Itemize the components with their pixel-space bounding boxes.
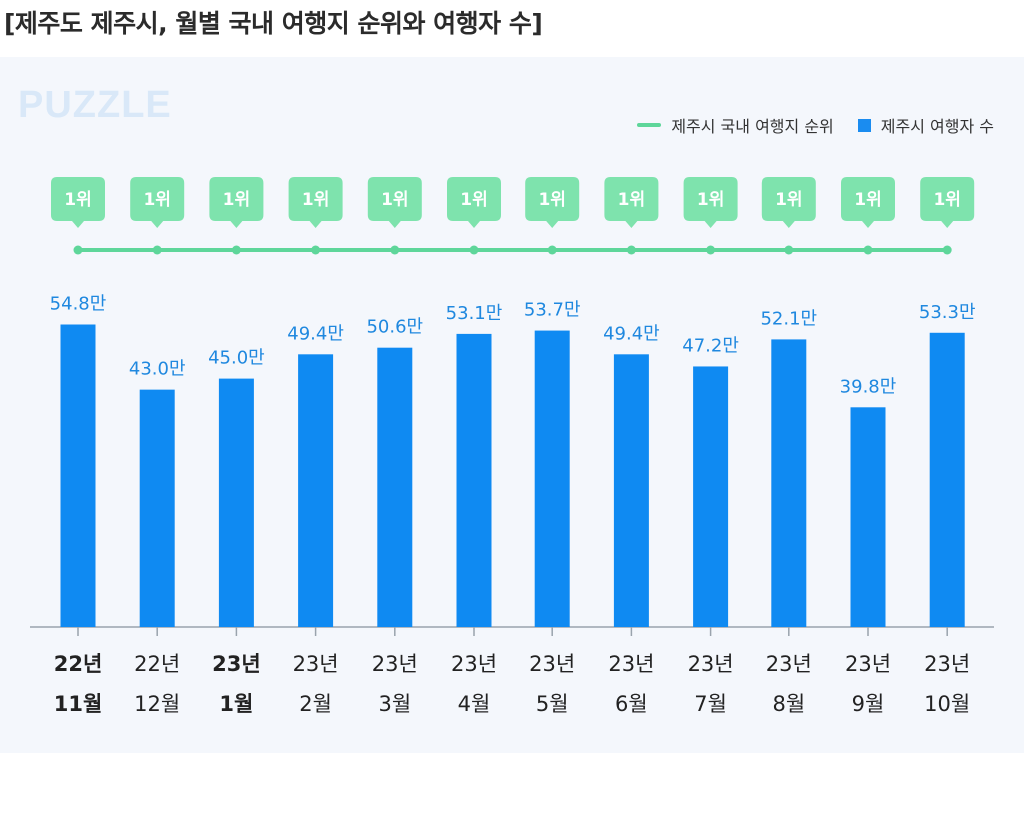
bar-value-label-9: 47.2만 xyxy=(682,335,739,356)
rank-point-9 xyxy=(706,245,716,255)
bar-value-label-8: 49.4만 xyxy=(603,323,660,344)
rank-badge-8 xyxy=(604,177,659,228)
rank-badge-label-7: 1위 xyxy=(538,190,565,210)
bar-value-label-6: 53.1만 xyxy=(446,303,503,324)
x-tick-label-year-10: 23년 xyxy=(766,652,812,676)
bar-value-label-7: 53.7만 xyxy=(524,300,581,321)
watermark-logo: PUZZLE xyxy=(18,84,172,126)
bar-10 xyxy=(771,339,807,627)
x-tick-label-month-7: 5월 xyxy=(536,692,569,716)
rank-badge-12 xyxy=(920,177,975,228)
rank-badge-label-5: 1위 xyxy=(381,190,408,210)
x-tick-label-month-9: 7월 xyxy=(694,692,727,716)
rank-badge-3 xyxy=(209,177,264,228)
bar-value-label-12: 53.3만 xyxy=(919,302,976,323)
bar-4 xyxy=(298,354,334,627)
bar-12 xyxy=(929,332,965,627)
bar-value-label-3: 45.0만 xyxy=(208,348,265,369)
rank-badge-11 xyxy=(841,177,895,228)
legend-item-rank: 제주시 국내 여행지 순위 xyxy=(637,113,834,137)
bar-value-label-2: 43.0만 xyxy=(129,359,186,380)
bar-1 xyxy=(60,324,96,627)
bar-value-label-11: 39.8만 xyxy=(840,376,897,397)
x-tick-label-year-1: 22년 xyxy=(54,652,103,676)
rank-badge-10 xyxy=(761,177,816,228)
rank-badge-label-1: 1위 xyxy=(64,190,91,210)
chart-legend: 제주시 국내 여행지 순위 제주시 여행자 수 xyxy=(613,113,994,137)
x-tick-label-month-3: 1월 xyxy=(219,692,253,716)
rank-badge-4 xyxy=(288,177,343,228)
x-tick-label-month-12: 10월 xyxy=(924,692,970,716)
rank-point-7 xyxy=(547,245,557,255)
x-tick-label-month-1: 11월 xyxy=(54,692,103,716)
page-title: [제주도 제주시, 월별 국내 여행지 순위와 여행자 수] xyxy=(4,9,543,38)
x-tick-label-year-2: 22년 xyxy=(134,652,180,676)
x-tick-label-year-8: 23년 xyxy=(608,652,654,676)
rank-badge-label-11: 1위 xyxy=(854,190,881,210)
x-tick-label-year-12: 23년 xyxy=(924,652,970,676)
rank-badge-6 xyxy=(447,177,501,228)
rank-badge-5 xyxy=(367,177,422,228)
bar-7 xyxy=(534,330,570,627)
rank-point-5 xyxy=(390,245,400,255)
x-tick-label-month-4: 2월 xyxy=(299,692,332,716)
rank-point-2 xyxy=(152,245,162,255)
x-tick-label-month-8: 6월 xyxy=(615,692,648,716)
bar-6 xyxy=(456,333,492,627)
rank-point-12 xyxy=(942,245,952,255)
x-tick-label-year-6: 23년 xyxy=(451,652,497,676)
x-tick-label-month-6: 4월 xyxy=(458,692,491,716)
rank-badge-9 xyxy=(683,177,738,228)
bar-value-label-1: 54.8만 xyxy=(50,294,107,315)
rank-badge-label-9: 1위 xyxy=(697,190,724,210)
legend-item-visitors: 제주시 여행자 수 xyxy=(857,113,994,137)
x-tick-label-month-11: 9월 xyxy=(852,692,885,716)
rank-badge-7 xyxy=(525,177,580,228)
rank-badge-label-6: 1위 xyxy=(460,190,487,210)
bar-value-label-5: 50.6만 xyxy=(366,317,423,338)
x-tick-label-year-7: 23년 xyxy=(529,652,575,676)
bar-value-label-4: 49.4만 xyxy=(287,323,344,344)
rank-badge-label-4: 1위 xyxy=(302,190,329,210)
rank-badge-1 xyxy=(51,177,105,228)
rank-badge-2 xyxy=(130,177,185,228)
bar-9 xyxy=(693,366,729,627)
legend-rank-label: 제주시 국내 여행지 순위 xyxy=(671,117,834,136)
rank-badge-label-3: 1위 xyxy=(223,190,250,210)
rank-point-4 xyxy=(311,245,321,255)
rank-badge-label-10: 1위 xyxy=(775,190,802,210)
x-tick-label-year-11: 23년 xyxy=(845,652,891,676)
x-tick-label-year-4: 23년 xyxy=(293,652,339,676)
rank-point-1 xyxy=(73,245,83,255)
rank-point-8 xyxy=(626,245,636,255)
x-tick-label-month-10: 8월 xyxy=(772,692,805,716)
bar-3 xyxy=(218,378,254,627)
bar-5 xyxy=(377,347,413,627)
bar-value-label-10: 52.1만 xyxy=(760,308,817,329)
legend-line-swatch xyxy=(637,123,662,127)
rank-point-10 xyxy=(784,245,794,255)
rank-point-11 xyxy=(863,245,873,255)
x-tick-label-month-2: 12월 xyxy=(134,692,180,716)
rank-badge-label-2: 1위 xyxy=(143,190,170,210)
bar-8 xyxy=(613,354,649,627)
bar-11 xyxy=(850,407,886,627)
rank-point-6 xyxy=(469,245,479,255)
x-tick-label-month-5: 3월 xyxy=(378,692,411,716)
x-tick-label-year-9: 23년 xyxy=(688,652,734,676)
bar-2 xyxy=(139,389,175,627)
rank-badge-label-12: 1위 xyxy=(933,190,960,210)
rank-badge-label-8: 1위 xyxy=(618,190,645,210)
legend-bar-swatch xyxy=(857,118,871,132)
rank-point-3 xyxy=(231,245,241,255)
x-tick-label-year-5: 23년 xyxy=(372,652,418,676)
x-tick-label-year-3: 23년 xyxy=(212,652,261,676)
legend-visitors-label: 제주시 여행자 수 xyxy=(880,117,994,136)
